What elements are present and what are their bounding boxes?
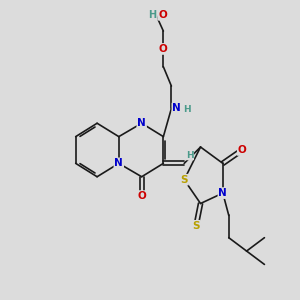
Text: O: O	[137, 191, 146, 201]
Text: S: S	[192, 221, 200, 231]
Text: N: N	[114, 158, 123, 168]
Text: N: N	[172, 103, 181, 113]
Text: O: O	[238, 145, 247, 155]
Text: N: N	[218, 188, 227, 198]
Text: S: S	[180, 175, 188, 185]
Text: O: O	[158, 10, 167, 20]
Text: H: H	[183, 105, 191, 114]
Text: O: O	[159, 44, 168, 54]
Text: N: N	[137, 118, 146, 128]
Text: H: H	[186, 151, 193, 160]
Text: H: H	[148, 10, 156, 20]
